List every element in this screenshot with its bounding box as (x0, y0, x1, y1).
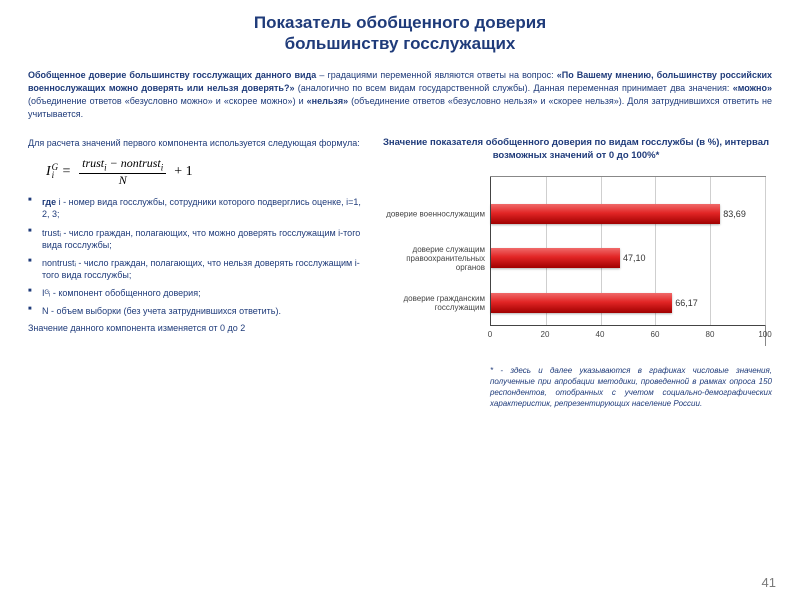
x-tick: 100 (758, 330, 771, 339)
formula: IGi = trusti − nontrusti N + 1 (46, 157, 362, 186)
chart-bar: 47,10 (491, 248, 765, 268)
def-trust: trustᵢ - число граждан, полагающих, что … (28, 227, 362, 251)
intro-paragraph: Обобщенное доверие большинству госслужащ… (28, 69, 772, 121)
x-tick: 20 (541, 330, 550, 339)
range-note: Значение данного компонента изменяется о… (28, 323, 362, 333)
page-number: 41 (762, 575, 776, 590)
x-tick: 40 (596, 330, 605, 339)
definitions-list: где i - номер вида госслужбы, сотрудники… (28, 196, 362, 317)
def-ig: Iᴳᵢ - компонент обобщенного доверия; (28, 287, 362, 299)
chart-bar: 83,69 (491, 204, 765, 224)
x-tick: 80 (706, 330, 715, 339)
chart-title: Значение показателя обобщенного доверия … (380, 137, 772, 163)
page-title: Показатель обобщенного довериябольшинств… (28, 12, 772, 55)
chart-category-label: доверие служащим правоохранительных орга… (381, 245, 485, 273)
x-tick: 60 (651, 330, 660, 339)
chart-bar: 66,17 (491, 293, 765, 313)
chart-category-label: доверие гражданским госслужащим (381, 294, 485, 312)
def-nontrust: nontrustᵢ - число граждан, полагающих, ч… (28, 257, 362, 281)
def-n: N - объем выборки (без учета затруднивши… (28, 305, 362, 317)
formula-lead: Для расчета значений первого компонента … (28, 137, 362, 149)
chart-footnote: * - здесь и далее указываются в графиках… (490, 366, 772, 409)
chart-category-label: доверие военнослужащим (381, 210, 485, 219)
x-tick: 0 (488, 330, 492, 339)
trust-chart: 83,69доверие военнослужащим47,10доверие … (490, 176, 766, 346)
def-i: где i - номер вида госслужбы, сотрудники… (28, 196, 362, 220)
